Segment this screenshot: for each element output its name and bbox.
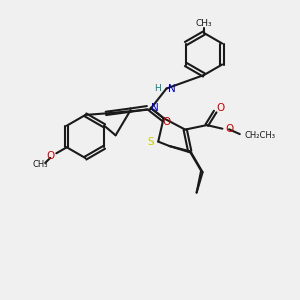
Text: CH₃: CH₃ [196,19,212,28]
Text: O: O [162,117,171,128]
Text: S: S [147,137,154,147]
Text: CH₂CH₃: CH₂CH₃ [244,131,275,140]
Text: CH₃: CH₃ [32,160,47,169]
Text: H: H [154,84,161,93]
Text: N: N [168,83,176,94]
Text: O: O [225,124,234,134]
Text: O: O [217,103,225,113]
Text: O: O [46,151,54,161]
Text: N: N [151,103,158,113]
